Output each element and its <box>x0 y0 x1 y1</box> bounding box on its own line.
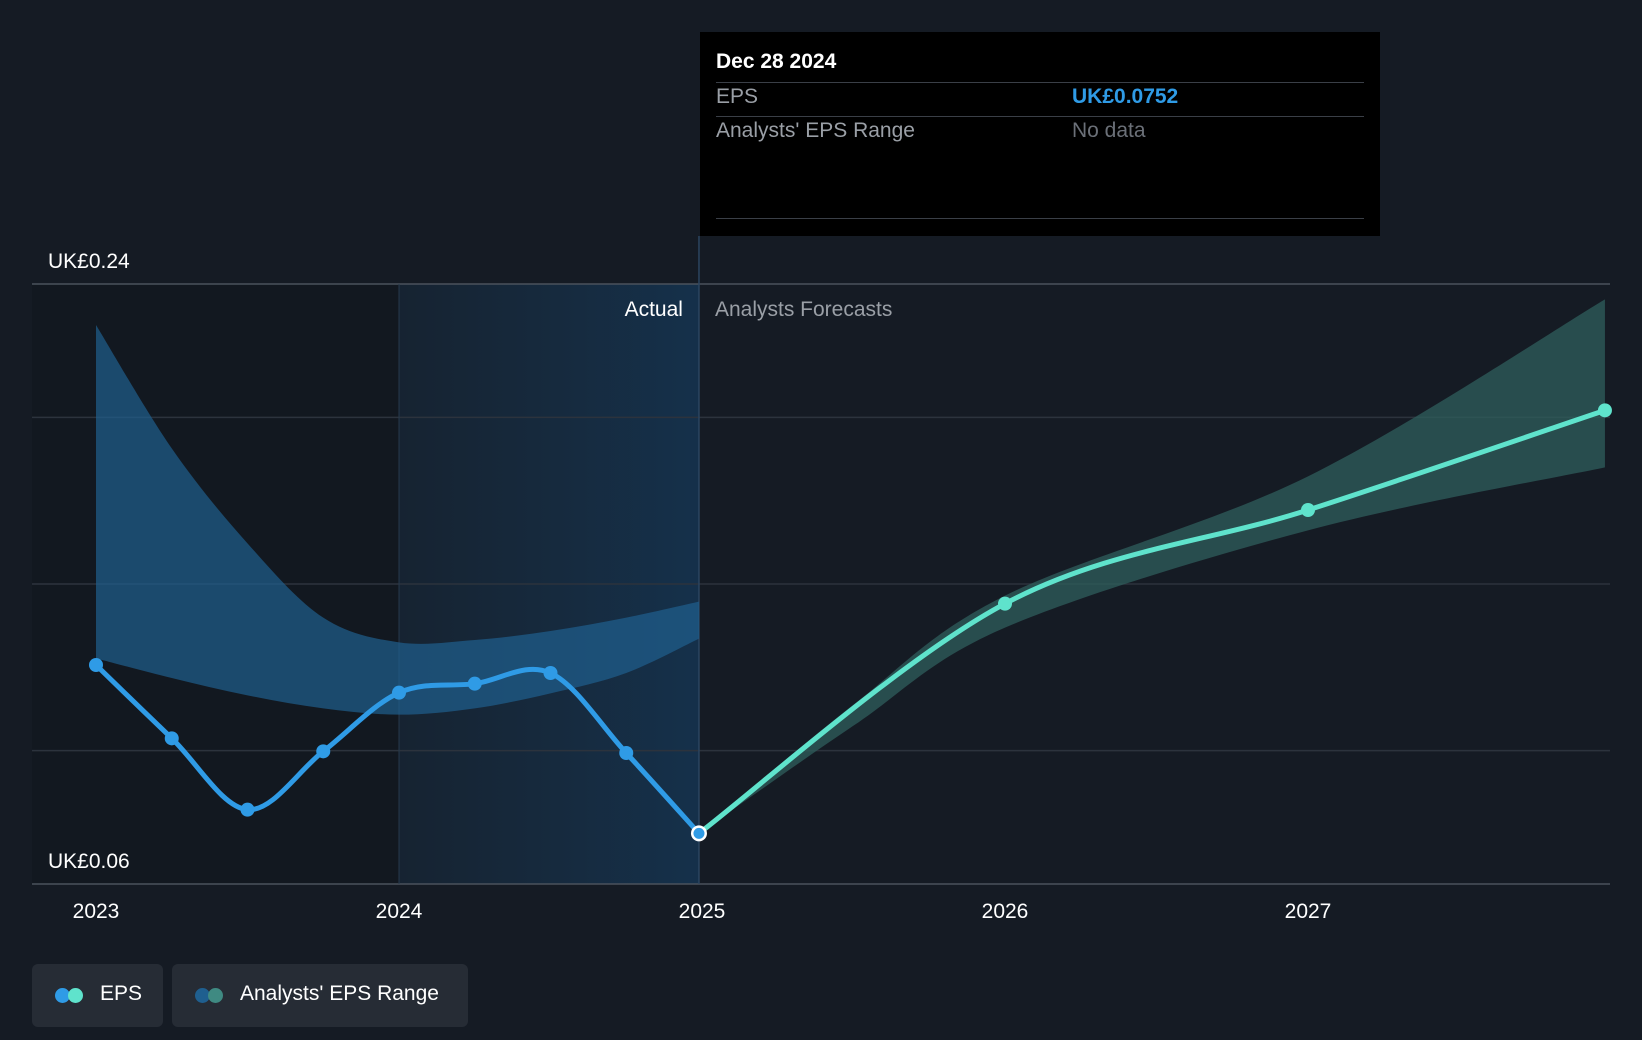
eps-point <box>619 746 634 760</box>
y-axis-label-top: UK£0.24 <box>48 250 130 273</box>
legend-range[interactable]: Analysts' EPS Range <box>172 964 468 1027</box>
eps-point <box>89 658 103 672</box>
section-label-forecast: Analysts Forecasts <box>715 298 892 321</box>
legend-eps[interactable]: EPS <box>32 964 163 1027</box>
legend-range-label: Analysts' EPS Range <box>240 982 439 1005</box>
x-tick-label: 2023 <box>73 900 120 923</box>
eps-point-selected-inner <box>693 827 705 839</box>
x-tick-label: 2027 <box>1285 900 1332 923</box>
tooltip-date: Dec 28 2024 <box>716 50 837 73</box>
range-actual-dot-icon <box>195 988 210 1003</box>
eps-actual-dot-icon <box>55 988 70 1003</box>
eps-forecast-dot-icon <box>68 988 83 1003</box>
tooltip-range-label: Analysts' EPS Range <box>716 119 915 142</box>
eps-line-forecast <box>696 407 1608 836</box>
y-axis-label-bottom: UK£0.06 <box>48 850 130 873</box>
tooltip-divider <box>716 218 1364 219</box>
eps-point <box>543 666 558 680</box>
tooltip-divider <box>716 116 1364 117</box>
x-tick-label: 2025 <box>679 900 726 923</box>
tooltip-range-value: No data <box>1072 119 1146 142</box>
range-forecast-dot-icon <box>208 988 223 1003</box>
x-tick-label: 2024 <box>376 900 423 923</box>
eps-point <box>1597 403 1612 418</box>
eps-point <box>240 802 255 817</box>
eps-range-band-actual <box>96 325 699 715</box>
legend-eps-label: EPS <box>100 982 143 1005</box>
eps-point <box>316 744 331 759</box>
section-label-actual: Actual <box>625 298 683 321</box>
eps-point <box>467 676 482 691</box>
tooltip-eps-label: EPS <box>716 85 759 108</box>
tooltip-divider <box>716 82 1364 83</box>
tooltip: Dec 28 2024 EPS UK£0.0752 Analysts' EPS … <box>700 32 1380 236</box>
eps-point <box>392 685 406 700</box>
tooltip-eps-value: UK£0.0752 <box>1072 85 1179 108</box>
eps-range-band-forecast <box>698 299 1605 834</box>
eps-point <box>1301 503 1315 517</box>
eps-point <box>998 596 1012 611</box>
x-tick-label: 2026 <box>982 900 1029 923</box>
eps-point <box>164 731 179 746</box>
